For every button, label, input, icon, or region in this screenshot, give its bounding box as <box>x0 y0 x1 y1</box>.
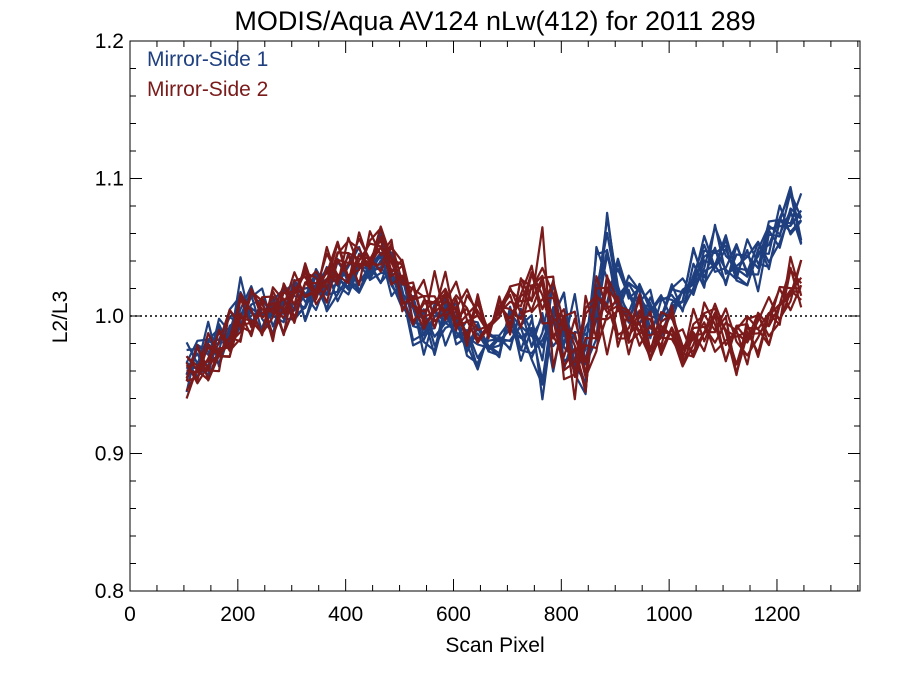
legend: Mirror-Side 1 Mirror-Side 2 <box>147 48 268 101</box>
chart-title: MODIS/Aqua AV124 nLw(412) for 2011 289 <box>234 6 755 36</box>
y-tick-label: 1.0 <box>95 305 124 328</box>
x-tick-label: 1000 <box>646 603 693 626</box>
legend-entry-mirror-side-1: Mirror-Side 1 <box>147 48 268 71</box>
x-tick-label: 600 <box>436 603 471 626</box>
x-tick-label: 800 <box>544 603 579 626</box>
series-line-1-4 <box>185 191 803 387</box>
x-tick-label: 1200 <box>754 603 801 626</box>
legend-entry-mirror-side-2: Mirror-Side 2 <box>147 78 268 101</box>
y-tick-label: 1.2 <box>95 30 124 53</box>
y-axis-label: L2/L3 <box>49 291 72 344</box>
y-tick-label: 1.1 <box>95 168 124 191</box>
y-tick-label: 0.8 <box>95 580 124 603</box>
x-tick-label: 200 <box>220 603 255 626</box>
series-line-2-10 <box>185 246 803 381</box>
series-line-2-8 <box>185 242 803 392</box>
axes-layer: 0 200 400 600 800 1000 1200 0.8 0.9 1.0 1.1 1.2 <box>95 30 861 626</box>
x-axis-label: Scan Pixel <box>445 634 544 657</box>
series-layer <box>185 185 803 401</box>
x-tick-label: 400 <box>328 603 363 626</box>
series-line-2-9 <box>186 225 803 383</box>
y-tick-label: 0.9 <box>95 443 124 466</box>
x-tick-label: 0 <box>124 603 136 626</box>
